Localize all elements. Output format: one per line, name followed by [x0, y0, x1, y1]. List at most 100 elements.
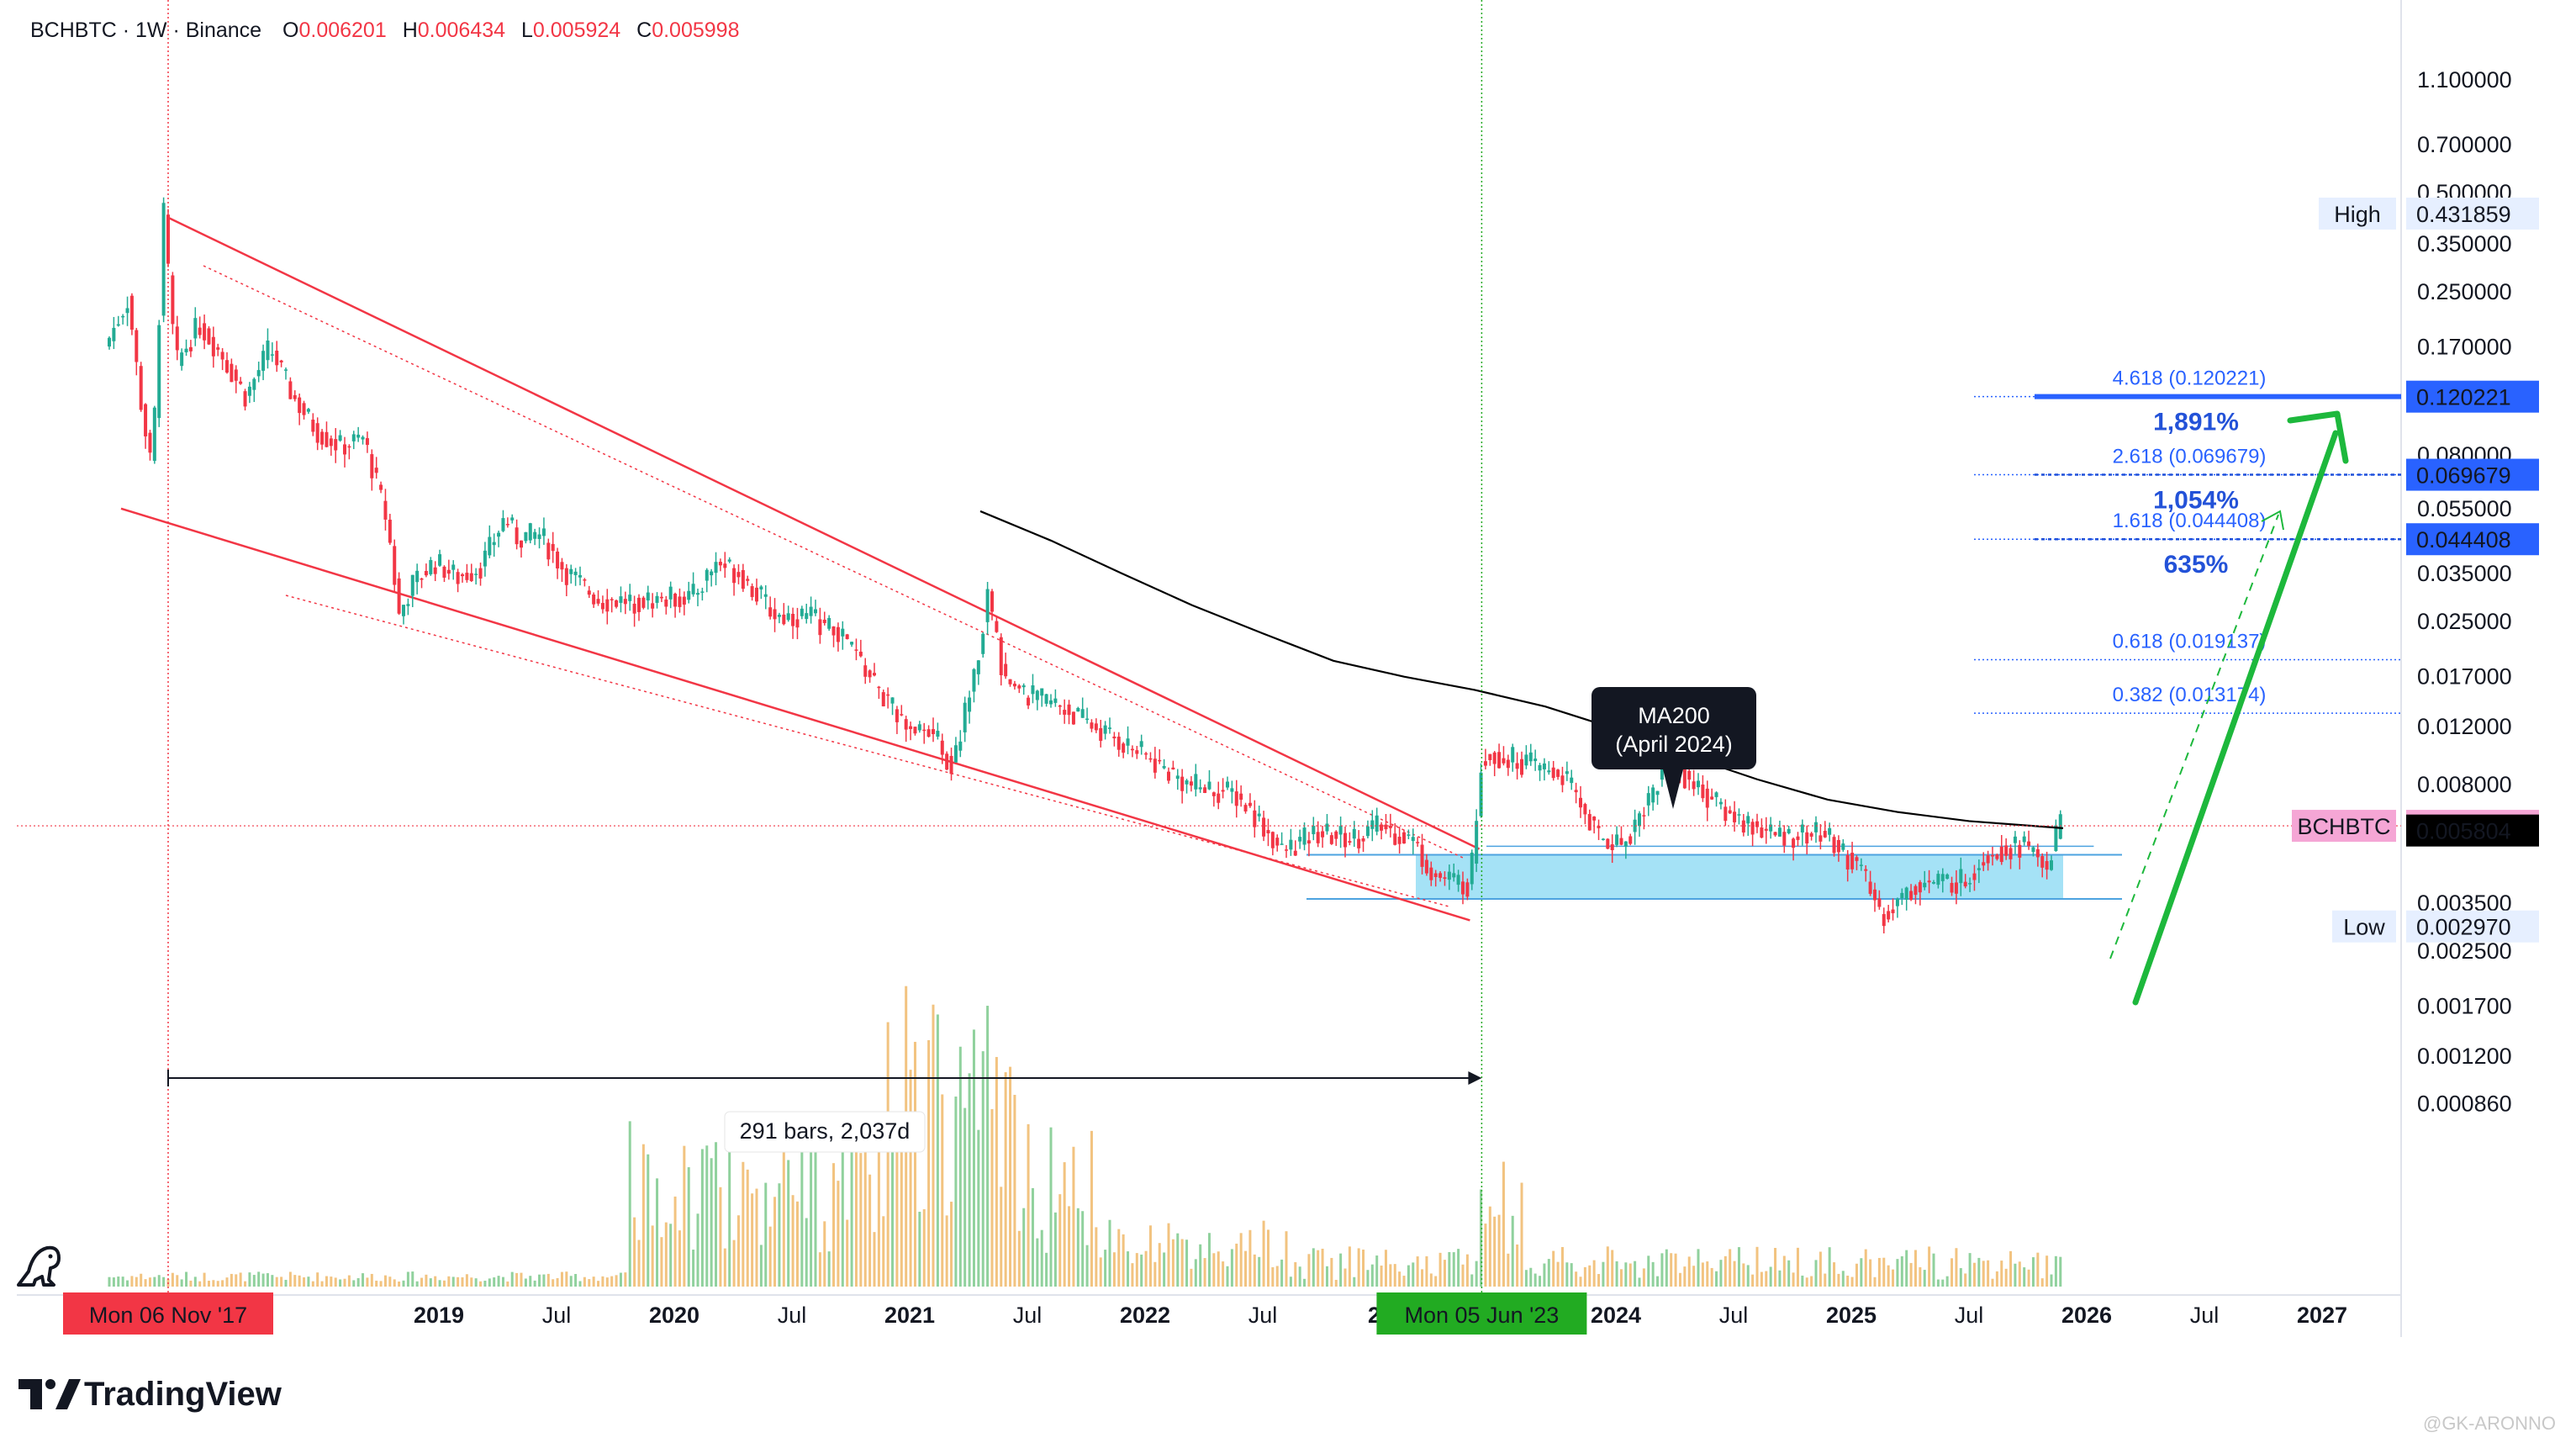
volume-bar	[592, 1276, 595, 1287]
volume-bar	[546, 1273, 550, 1287]
volume-bar	[1393, 1264, 1396, 1287]
candle-body	[230, 363, 234, 383]
volume-bar	[1941, 1279, 1945, 1287]
candle-body	[1746, 816, 1750, 824]
volume-bar	[135, 1276, 138, 1287]
candle-body	[1456, 875, 1460, 885]
volume-bar	[1452, 1252, 1455, 1287]
volume-bar	[1112, 1252, 1116, 1287]
volume-bar	[1153, 1261, 1157, 1287]
candle-body	[2018, 844, 2022, 858]
volume-bar	[1171, 1239, 1175, 1287]
candle-body	[1343, 832, 1347, 848]
candle-body	[551, 543, 555, 552]
volume-bar	[383, 1275, 387, 1287]
candle-body	[1592, 817, 1597, 821]
candle-body	[1103, 725, 1107, 734]
candle-body	[1479, 772, 1483, 817]
candle-body	[1697, 780, 1700, 788]
volume-bar	[922, 1208, 926, 1287]
time-tick-label: 2027	[2297, 1303, 2347, 1328]
volume-bar	[742, 1161, 745, 1287]
volume-bar	[768, 1226, 772, 1287]
volume-bar	[157, 1275, 161, 1287]
volume-bar	[687, 1167, 690, 1287]
volume-bar	[207, 1281, 210, 1287]
candle-body	[953, 745, 958, 763]
volume-bar	[1099, 1257, 1102, 1287]
volume-bar	[1180, 1239, 1184, 1287]
volume-bar	[415, 1281, 419, 1287]
volume-bar	[203, 1272, 206, 1287]
volume-bar	[252, 1275, 256, 1287]
volume-bar	[1710, 1267, 1713, 1287]
volume-bar	[669, 1224, 673, 1287]
volume-bar	[810, 1138, 813, 1287]
candle-body	[2040, 855, 2045, 868]
candle-body	[1207, 781, 1211, 790]
fib-price-tag-box	[2406, 458, 2539, 491]
candle-body	[564, 568, 568, 585]
candle-body	[157, 325, 161, 419]
volume-bar	[284, 1279, 288, 1287]
candle-body	[1710, 796, 1714, 800]
candle-body	[383, 500, 388, 520]
candle-body	[247, 386, 251, 396]
volume-bar	[1248, 1229, 1252, 1287]
volume-bar	[2059, 1256, 2062, 1287]
plot-area[interactable]	[17, 0, 2401, 1295]
volume-bar	[1914, 1250, 1917, 1287]
candle-body	[188, 346, 193, 352]
volume-bar	[330, 1276, 333, 1287]
candle-body	[610, 599, 614, 600]
volume-bar	[1298, 1266, 1301, 1287]
volume-bar	[990, 1108, 994, 1287]
candle-body	[211, 336, 215, 357]
price-tag-box	[2406, 197, 2539, 230]
volume-bar	[814, 1119, 817, 1287]
volume-bar	[1877, 1257, 1881, 1287]
volume-bar	[1398, 1271, 1401, 1287]
candle-body	[1651, 787, 1655, 803]
candle-body	[1357, 838, 1361, 848]
candle-body	[1954, 882, 1958, 894]
candle-body	[1733, 811, 1737, 822]
candle-body	[474, 574, 478, 575]
candle-body	[1411, 837, 1415, 842]
candle-body	[393, 546, 397, 585]
candle-body	[1217, 793, 1221, 803]
candle-body	[750, 586, 754, 597]
wedge-lower-dotted	[285, 595, 1452, 908]
volume-bar	[488, 1278, 491, 1287]
volume-bar	[1583, 1266, 1586, 1287]
symbol-label: BCHBTC · 1W · Binance	[30, 18, 261, 42]
candle-body	[773, 609, 777, 620]
tradingview-logo[interactable]: TradingView	[18, 1376, 282, 1413]
author-watermark: @GK-ARONNO	[2423, 1413, 2556, 1434]
candle-body	[995, 621, 999, 632]
candle-body	[515, 527, 519, 545]
volume-bar	[863, 1133, 867, 1287]
volume-bar	[108, 1276, 111, 1287]
candle-body	[1262, 817, 1266, 837]
candle-body	[1583, 804, 1587, 815]
candle-body	[1914, 885, 1918, 896]
volume-bar	[1366, 1270, 1370, 1287]
candle-body	[329, 438, 333, 447]
volume-bar	[1869, 1259, 1872, 1287]
candle-body	[976, 660, 980, 674]
volume-bar	[1053, 1212, 1057, 1287]
volume-bar	[673, 1196, 677, 1287]
volume-bar	[1692, 1266, 1696, 1287]
candle-body	[1904, 887, 1908, 901]
volume-bar	[447, 1276, 451, 1287]
volume-bar	[728, 1146, 731, 1287]
candle-body	[814, 609, 817, 614]
candle-body	[298, 397, 302, 414]
dino-icon[interactable]	[17, 1245, 61, 1287]
volume-bar	[1873, 1276, 1877, 1287]
volume-bar	[244, 1281, 247, 1287]
candle-body	[1470, 852, 1474, 885]
candle-body	[261, 351, 266, 371]
